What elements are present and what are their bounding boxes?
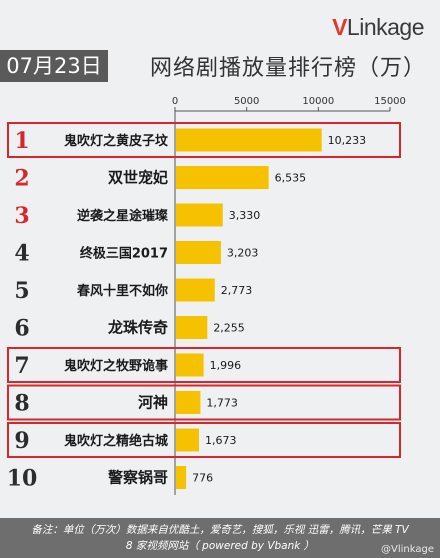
value-label: 10,233	[328, 134, 367, 147]
highlight-box	[7, 384, 401, 421]
show-name: 鬼吹灯之牧野诡事	[64, 358, 168, 374]
ranking-chart: 0 5000 10000 15000 1 鬼吹灯之黄皮子坟 10,233 2 双世宠妃 6,535…	[7, 96, 406, 495]
highlight-box	[7, 422, 401, 458]
x-tick-label: 0	[172, 96, 178, 107]
rank-number: 1	[14, 128, 29, 154]
value-label: 3,330	[229, 209, 260, 222]
show-name: 终极三国2017	[80, 246, 168, 262]
rank-number: 2	[14, 166, 29, 192]
value-label: 1,996	[210, 359, 242, 372]
show-name: 鬼吹灯之精绝古城	[64, 433, 168, 449]
value-label: 2,773	[221, 284, 253, 297]
bar	[176, 466, 187, 489]
value-label: 3,203	[227, 247, 259, 260]
bar	[176, 278, 215, 302]
show-name: 河神	[138, 394, 168, 412]
x-tick-label: 5000	[234, 96, 259, 107]
brand-logo-rest: Linkage	[346, 14, 425, 40]
brand-logo: VLinkage	[332, 14, 424, 41]
value-label: 1,673	[205, 434, 237, 447]
chart-title: 网络剧播放量排行榜（万）	[150, 56, 427, 81]
show-name: 鬼吹灯之黄皮子坟	[64, 133, 169, 149]
bar	[176, 316, 208, 339]
bar	[176, 353, 204, 377]
value-label: 776	[192, 472, 213, 485]
rank-number: 8	[14, 391, 29, 417]
show-name: 春风十里不如你	[76, 283, 168, 299]
bar	[176, 128, 322, 152]
date-badge: 07月23日	[0, 50, 108, 82]
show-name: 龙珠传奇	[107, 319, 168, 337]
value-label: 1,773	[206, 397, 238, 410]
value-label: 2,255	[213, 322, 245, 335]
show-name: 双世宠妃	[108, 169, 168, 187]
highlight-box	[7, 122, 401, 158]
footer-line-1: 备注：单位（万次）数据来自优酷土，爱奇艺，搜狐，乐视 迅雷，腾讯，芒果 TV	[31, 524, 409, 536]
rank-number: 4	[14, 241, 29, 267]
show-name: 逆袭之星途璀璨	[77, 208, 169, 224]
rank-number: 5	[14, 278, 29, 304]
rank-number: 10	[7, 466, 38, 492]
rank-number: 3	[14, 203, 29, 229]
bar	[176, 241, 221, 264]
footer-note: 备注：单位（万次）数据来自优酷土，爱奇艺，搜狐，乐视 迅雷，腾讯，芒果 TV 8…	[0, 518, 440, 558]
footer-line-2: 8 家视频网站（ powered by Vbank ）	[125, 540, 315, 552]
x-tick-label: 15000	[374, 96, 406, 107]
watermark: @Vlinkage	[381, 544, 434, 555]
bar	[176, 203, 223, 227]
bar	[176, 166, 269, 189]
brand-logo-v: V	[332, 14, 347, 40]
x-tick-label: 10000	[302, 96, 334, 107]
rank-number: 9	[14, 428, 29, 454]
value-label: 6,535	[275, 172, 307, 185]
show-name: 警察锅哥	[107, 469, 168, 487]
bar	[176, 428, 199, 452]
rank-number: 7	[14, 353, 29, 379]
bar	[176, 391, 201, 414]
rank-number: 6	[14, 316, 29, 342]
highlight-box	[7, 347, 401, 383]
